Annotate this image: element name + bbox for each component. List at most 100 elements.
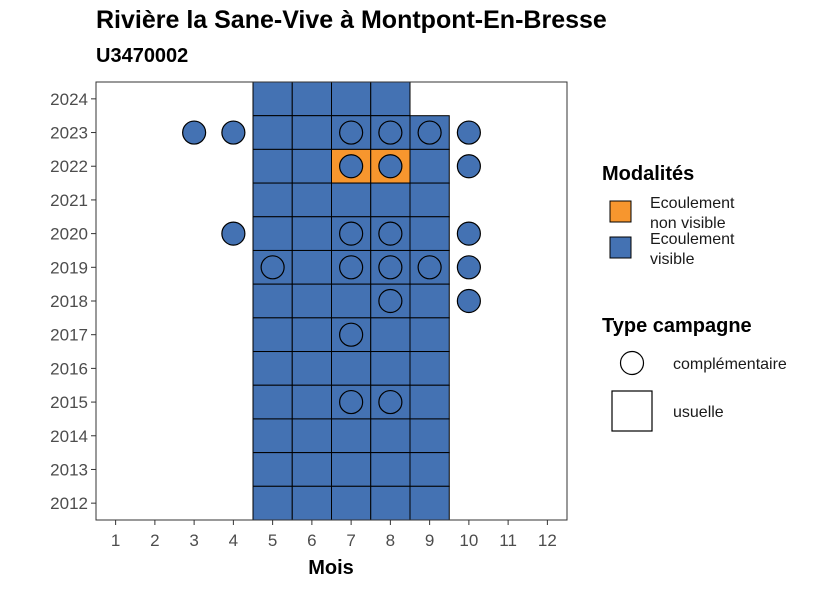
point-2019-7 — [339, 255, 364, 280]
cell-2012-6 — [291, 485, 332, 521]
point-2018-8 — [378, 288, 403, 314]
cell-2017-6 — [291, 317, 332, 353]
cell-2022-6 — [291, 148, 332, 184]
cell-2015-6 — [291, 384, 332, 420]
legend-key-1 — [609, 236, 632, 259]
x-tick-label-2: 2 — [150, 531, 159, 550]
cell-2013-7 — [331, 452, 372, 487]
point-2023-4 — [221, 120, 246, 145]
legend-label-1-line2: visible — [650, 251, 695, 268]
y-tick-label-2022: 2022 — [50, 157, 88, 176]
cell-2012-5 — [252, 485, 293, 521]
cell-2012-7 — [331, 485, 372, 521]
y-tick-label-2013: 2013 — [50, 460, 88, 479]
cell-2013-6 — [291, 452, 332, 487]
cell-2014-6 — [291, 418, 332, 454]
y-tick-label-2023: 2023 — [50, 124, 88, 143]
y-tick-label-2018: 2018 — [50, 292, 88, 311]
cell-2018-9 — [409, 283, 450, 319]
x-tick-label-8: 8 — [386, 531, 395, 550]
x-tick-label-6: 6 — [307, 531, 316, 550]
cell-2020-5 — [252, 216, 293, 251]
y-tick-label-2017: 2017 — [50, 326, 88, 345]
cell-2022-9 — [409, 148, 450, 184]
cell-2013-9 — [409, 452, 450, 487]
cell-2016-5 — [252, 351, 293, 386]
legend-modalites-title: Modalités — [602, 163, 694, 185]
points-layer — [182, 120, 481, 415]
cell-2024-7 — [331, 81, 372, 117]
point-2017-7 — [339, 322, 364, 347]
chart-subtitle: U3470002 — [96, 45, 189, 67]
cell-2014-9 — [409, 418, 450, 454]
legend-campagne-label-0: complémentaire — [673, 356, 787, 373]
point-2023-9 — [417, 120, 442, 145]
point-2022-7 — [339, 154, 364, 179]
x-tick-label-4: 4 — [229, 531, 238, 550]
cell-2016-7 — [331, 351, 372, 386]
cell-2014-5 — [252, 418, 293, 454]
point-2020-4 — [221, 221, 246, 246]
point-2019-8 — [378, 255, 403, 280]
cell-2016-8 — [370, 351, 411, 386]
y-tick-label-2012: 2012 — [50, 494, 88, 513]
cell-2014-8 — [370, 418, 411, 454]
x-tick-label-7: 7 — [346, 531, 355, 550]
y-tick-label-2024: 2024 — [50, 90, 88, 109]
cell-2024-5 — [252, 81, 293, 117]
cell-2014-7 — [331, 418, 372, 454]
cell-2016-9 — [409, 351, 450, 386]
cell-2013-5 — [252, 452, 293, 487]
point-2022-8 — [378, 154, 403, 179]
x-tick-label-3: 3 — [189, 531, 198, 550]
point-2019-5 — [260, 255, 285, 280]
x-tick-label-5: 5 — [268, 531, 277, 550]
cell-2017-9 — [409, 317, 450, 353]
cell-2015-5 — [252, 384, 293, 420]
cell-2012-8 — [370, 485, 411, 521]
legend-key-0 — [609, 200, 632, 223]
point-2015-7 — [339, 389, 364, 415]
point-2023-7 — [339, 120, 364, 145]
cell-2012-9 — [409, 485, 450, 521]
cell-2019-6 — [291, 249, 332, 285]
x-tick-label-9: 9 — [425, 531, 434, 550]
cell-2021-8 — [370, 182, 411, 218]
cell-2016-6 — [291, 351, 332, 386]
point-2020-7 — [339, 221, 364, 246]
cell-2020-9 — [409, 216, 450, 251]
point-2015-8 — [378, 389, 403, 415]
point-2020-10 — [456, 221, 481, 246]
legend-label-0-line2: non visible — [650, 215, 726, 232]
x-tick-label-1: 1 — [111, 531, 120, 550]
y-tick-label-2014: 2014 — [50, 427, 88, 446]
legend-label-1-line1: Ecoulement — [650, 231, 735, 248]
cell-2024-6 — [291, 81, 332, 117]
legend-campagne-circle — [619, 350, 645, 376]
chart-title: Rivière la Sane-Vive à Montpont-En-Bress… — [96, 6, 607, 34]
cell-2023-5 — [252, 115, 293, 150]
y-tick-label-2020: 2020 — [50, 225, 88, 244]
cell-2021-9 — [409, 182, 450, 218]
legend-campagne-title: Type campagne — [602, 315, 752, 337]
cell-2021-6 — [291, 182, 332, 218]
x-tick-label-11: 11 — [499, 531, 517, 550]
legend-campagne-label-1: usuelle — [673, 404, 724, 421]
axes-layer: 1 2 3 4 5 6 7 8 9 10 11 122012201320142015201620172… — [50, 90, 557, 550]
y-tick-label-2021: 2021 — [50, 191, 88, 210]
cell-2022-5 — [252, 148, 293, 184]
point-2022-10 — [456, 154, 481, 179]
cell-2018-6 — [291, 283, 332, 319]
cell-2020-6 — [291, 216, 332, 251]
cell-2024-8 — [370, 81, 411, 117]
point-2019-10 — [456, 255, 481, 280]
cell-2017-5 — [252, 317, 293, 353]
cell-2021-5 — [252, 182, 293, 218]
cell-2023-6 — [291, 115, 332, 150]
y-tick-label-2019: 2019 — [50, 258, 88, 277]
x-tick-label-10: 10 — [459, 531, 478, 550]
legend-campagne-square — [611, 390, 653, 432]
legend-label-0-line1: Ecoulement — [650, 195, 735, 212]
